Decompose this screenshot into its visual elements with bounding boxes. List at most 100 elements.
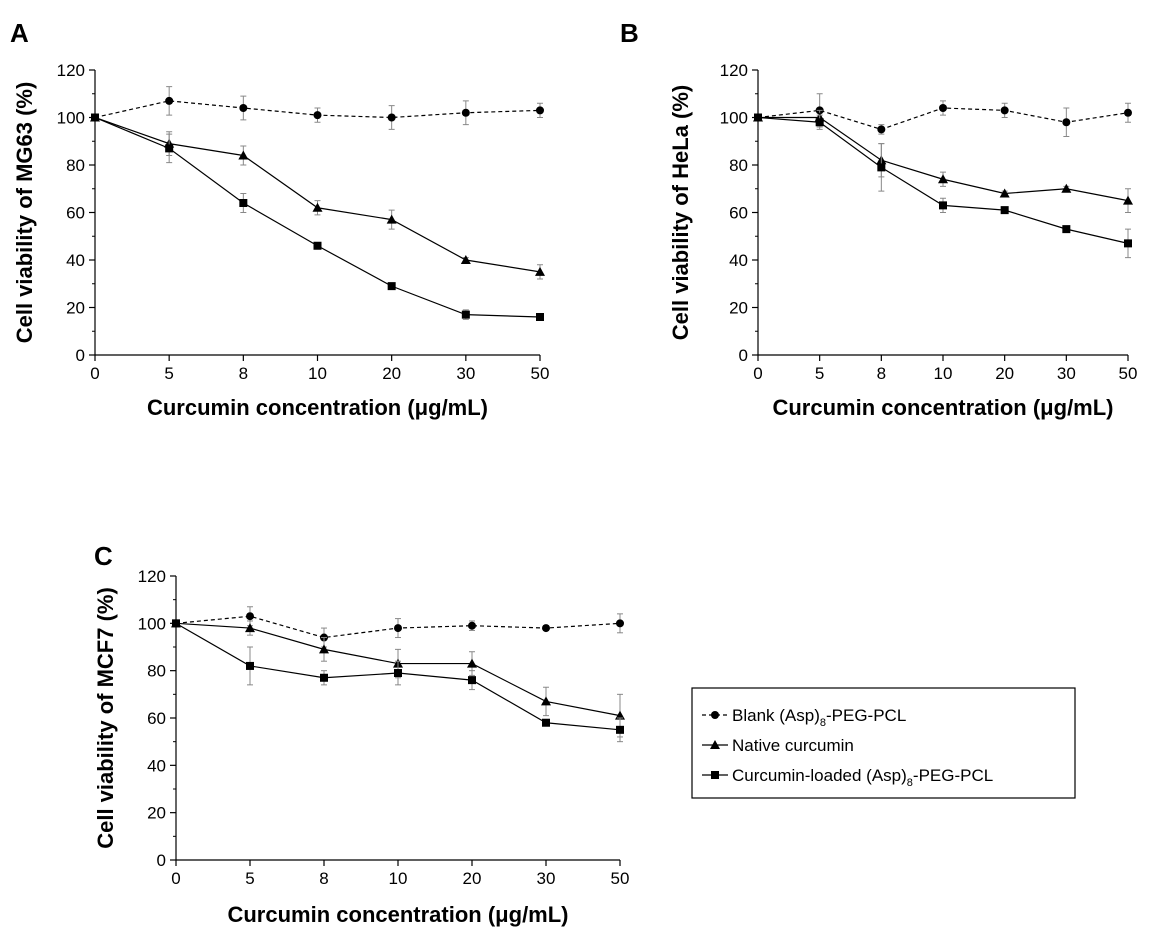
data-point <box>616 619 624 627</box>
data-point <box>536 106 544 114</box>
y-axis-label: Cell viability of HeLa (%) <box>668 85 693 341</box>
y-tick-label: 20 <box>66 299 85 318</box>
data-point <box>536 313 544 321</box>
data-point <box>314 242 322 250</box>
data-point <box>542 719 550 727</box>
x-tick-label: 50 <box>1119 364 1138 383</box>
data-point <box>462 311 470 319</box>
chart-panel-c: C 0 20 40 60 80 100 120 0 5 8 10 20 30 50 Curcumin conc… <box>93 541 629 927</box>
legend-label: Native curcumin <box>732 736 854 755</box>
x-tick-label: 10 <box>308 364 327 383</box>
y-tick-label: 120 <box>720 61 748 80</box>
x-axis-label: Curcumin concentration (μg/mL) <box>227 902 568 927</box>
y-axis-label: Cell viability of MCF7 (%) <box>93 587 118 849</box>
y-tick-label: 0 <box>739 346 748 365</box>
x-tick-label: 50 <box>611 869 630 888</box>
series-native <box>90 113 545 280</box>
data-point <box>388 282 396 290</box>
data-point <box>939 201 947 209</box>
data-point <box>246 612 254 620</box>
panel-letter: B <box>620 18 639 48</box>
data-point <box>165 97 173 105</box>
data-point <box>1062 118 1070 126</box>
data-point <box>468 622 476 630</box>
y-tick-label: 100 <box>720 109 748 128</box>
data-point <box>165 144 173 152</box>
data-point <box>542 624 550 632</box>
y-tick-label: 40 <box>147 756 166 775</box>
y-tick-label: 40 <box>729 251 748 270</box>
data-point <box>394 669 402 677</box>
data-point <box>91 114 99 122</box>
y-tick-label: 120 <box>57 61 85 80</box>
data-point <box>314 111 322 119</box>
y-tick-label: 60 <box>147 709 166 728</box>
y-tick-label: 80 <box>147 662 166 681</box>
x-axis-label: Curcumin concentration (μg/mL) <box>772 395 1113 420</box>
y-tick-label: 100 <box>138 614 166 633</box>
x-tick-label: 10 <box>389 869 408 888</box>
y-tick-label: 0 <box>76 346 85 365</box>
data-point <box>394 624 402 632</box>
x-tick-label: 5 <box>164 364 173 383</box>
series-native <box>753 110 1133 212</box>
y-tick-label: 120 <box>138 567 166 586</box>
data-point <box>877 125 885 133</box>
x-tick-label: 10 <box>934 364 953 383</box>
y-tick-label: 60 <box>729 204 748 223</box>
series-blank <box>754 94 1132 137</box>
y-tick-label: 20 <box>729 299 748 318</box>
data-point <box>320 674 328 682</box>
y-tick-label: 100 <box>57 109 85 128</box>
x-tick-label: 8 <box>877 364 886 383</box>
data-point <box>239 104 247 112</box>
data-point <box>1001 106 1009 114</box>
y-tick-label: 60 <box>66 204 85 223</box>
data-point <box>939 104 947 112</box>
x-tick-label: 20 <box>995 364 1014 383</box>
data-point <box>462 109 470 117</box>
y-tick-label: 0 <box>157 851 166 870</box>
x-tick-label: 0 <box>753 364 762 383</box>
x-tick-label: 50 <box>531 364 550 383</box>
data-point <box>1124 109 1132 117</box>
data-point <box>541 696 551 705</box>
data-point <box>172 619 180 627</box>
data-point <box>1001 206 1009 214</box>
x-tick-label: 0 <box>90 364 99 383</box>
series-loaded <box>91 114 544 322</box>
data-point <box>1062 225 1070 233</box>
data-point <box>468 676 476 684</box>
data-point <box>1124 239 1132 247</box>
y-tick-label: 40 <box>66 251 85 270</box>
chart-panel-b: B 0 20 40 60 80 100 120 0 5 8 10 20 30 50 Curcumin conc… <box>620 18 1137 420</box>
panel-letter: C <box>94 541 113 571</box>
x-axis-label: Curcumin concentration (μg/mL) <box>147 395 488 420</box>
data-point <box>246 662 254 670</box>
x-tick-label: 5 <box>815 364 824 383</box>
x-tick-label: 20 <box>463 869 482 888</box>
series-blank <box>91 87 544 130</box>
x-tick-label: 30 <box>537 869 556 888</box>
data-point <box>239 199 247 207</box>
data-point <box>754 114 762 122</box>
data-point <box>313 203 323 212</box>
x-tick-label: 20 <box>382 364 401 383</box>
x-tick-label: 30 <box>456 364 475 383</box>
legend: Blank (Asp)8-PEG-PCL Native curcumin Curcu… <box>692 688 1075 798</box>
chart-panel-a: A0204060801001200 5 8 10 20 30 50Curcumin conc… <box>10 18 549 420</box>
x-tick-label: 30 <box>1057 364 1076 383</box>
data-point <box>461 255 471 264</box>
y-tick-label: 20 <box>147 804 166 823</box>
data-point <box>388 114 396 122</box>
data-point <box>1061 184 1071 193</box>
data-point <box>816 118 824 126</box>
data-point <box>616 726 624 734</box>
y-axis-label: Cell viability of MG63 (%) <box>12 82 37 344</box>
series-line <box>758 118 1128 201</box>
x-tick-label: 8 <box>239 364 248 383</box>
x-tick-label: 8 <box>319 869 328 888</box>
legend-marker <box>711 711 719 719</box>
series-line <box>95 118 540 318</box>
